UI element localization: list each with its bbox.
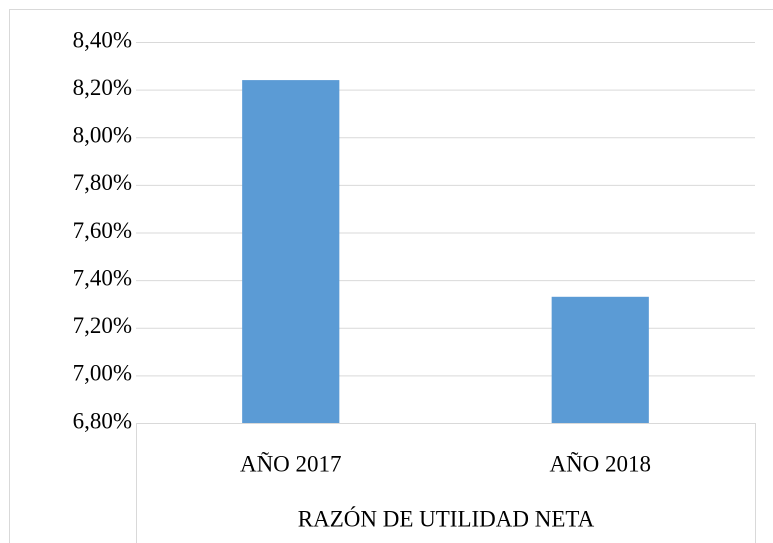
y-tick-label: 7,40% <box>73 265 132 290</box>
bar <box>242 80 340 423</box>
x-tick-label: AÑO 2017 <box>240 451 342 476</box>
x-axis-title: RAZÓN DE UTILIDAD NETA <box>298 505 595 531</box>
bar <box>551 296 649 423</box>
y-tick-label: 7,80% <box>73 170 132 195</box>
y-tick-label: 6,80% <box>73 408 132 433</box>
y-tick-label: 7,60% <box>73 218 132 243</box>
x-tick-label: AÑO 2018 <box>549 451 651 476</box>
chart-frame <box>9 9 773 543</box>
y-tick-label: 8,20% <box>73 75 132 100</box>
y-tick-label: 7,00% <box>73 361 132 386</box>
y-tick-label: 7,20% <box>73 313 132 338</box>
y-tick-label: 8,40% <box>73 27 132 52</box>
y-tick-label: 8,00% <box>73 123 132 148</box>
